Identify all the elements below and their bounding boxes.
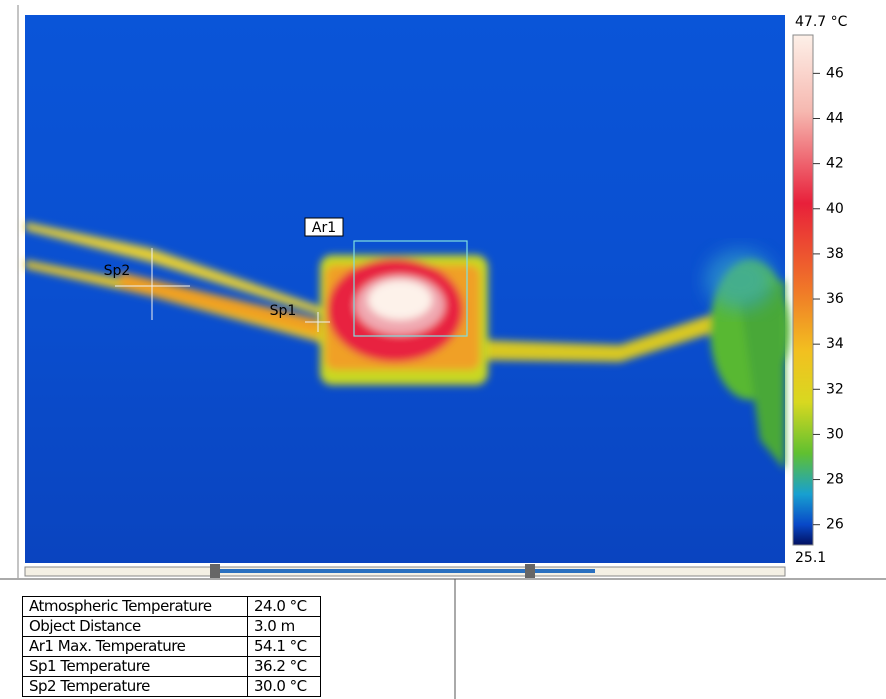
tick-label: 40 bbox=[826, 201, 844, 217]
table-cell: 30.0 °C bbox=[248, 677, 321, 697]
spot-label: Sp2 bbox=[104, 263, 131, 279]
table-cell: Object Distance bbox=[23, 617, 248, 637]
scrollbar-range bbox=[215, 569, 595, 573]
tick-label: 46 bbox=[826, 65, 844, 81]
scale-max-label: 47.7 °C bbox=[795, 14, 848, 30]
screenshot: Ar1 Sp1 Sp2 47.7 °C 25.1 46 44 42 40 38 36 34 32 3… bbox=[0, 0, 886, 699]
table-cell: Sp1 Temperature bbox=[23, 657, 248, 677]
table-cell: Sp2 Temperature bbox=[23, 677, 248, 697]
tick-label: 36 bbox=[826, 291, 844, 307]
table-cell: 54.1 °C bbox=[248, 637, 321, 657]
tick-label: 32 bbox=[826, 381, 844, 397]
tick-label: 34 bbox=[826, 336, 844, 352]
tick-label: 38 bbox=[826, 246, 844, 262]
tick-label: 28 bbox=[826, 472, 844, 488]
area-label: Ar1 bbox=[312, 220, 336, 236]
scroll-handle[interactable] bbox=[210, 564, 220, 578]
tick-label: 42 bbox=[826, 156, 844, 172]
table-cell: 3.0 m bbox=[248, 617, 321, 637]
tick-label: 26 bbox=[826, 517, 844, 533]
spot-label: Sp1 bbox=[270, 303, 297, 319]
color-scale bbox=[793, 35, 813, 545]
table-cell: 24.0 °C bbox=[248, 597, 321, 617]
table-cell: Ar1 Max. Temperature bbox=[23, 637, 248, 657]
tick-label: 44 bbox=[826, 110, 844, 126]
scale-min-label: 25.1 bbox=[795, 550, 826, 566]
table-cell: 36.2 °C bbox=[248, 657, 321, 677]
table-cell: Atmospheric Temperature bbox=[23, 597, 248, 617]
tick-label: 30 bbox=[826, 426, 844, 442]
hot-object bbox=[320, 255, 488, 385]
heat-glow bbox=[705, 250, 775, 310]
scroll-handle[interactable] bbox=[525, 564, 535, 578]
